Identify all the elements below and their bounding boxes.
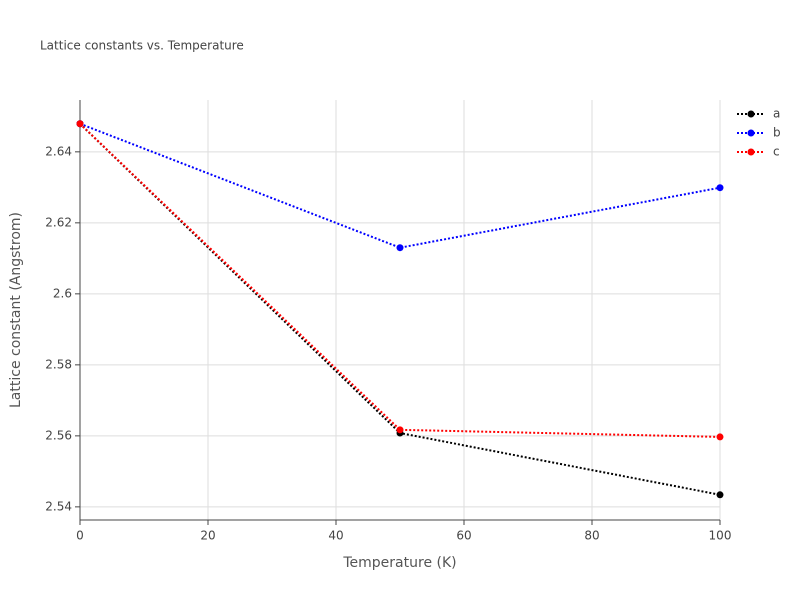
- data-point: [396, 426, 404, 434]
- data-point: [716, 491, 724, 499]
- y-tick-label: 2.62: [45, 215, 72, 229]
- data-point: [716, 433, 724, 441]
- chart-title: Lattice constants vs. Temperature: [40, 39, 244, 53]
- legend-marker: [747, 110, 755, 118]
- x-tick-label: 40: [328, 529, 343, 543]
- y-tick-label: 2.56: [45, 428, 72, 442]
- legend-label: b: [773, 126, 781, 140]
- y-tick-label: 2.58: [45, 357, 72, 371]
- x-tick-label: 80: [584, 529, 599, 543]
- x-tick-label: 60: [456, 529, 471, 543]
- y-axis-label: Lattice constant (Angstrom): [8, 212, 24, 408]
- legend-label: a: [773, 107, 780, 121]
- x-axis-label: Temperature (K): [342, 555, 456, 571]
- x-tick-label: 20: [200, 529, 215, 543]
- series-line: [79, 123, 721, 438]
- data-point: [396, 244, 404, 252]
- x-tick-label: 0: [76, 529, 84, 543]
- data-point: [716, 184, 724, 192]
- legend-marker: [747, 148, 755, 156]
- x-tick-label: 100: [709, 529, 732, 543]
- y-tick-label: 2.54: [45, 499, 72, 513]
- data-point: [76, 120, 84, 128]
- series-line: [79, 122, 721, 249]
- y-tick-label: 2.64: [45, 144, 72, 158]
- y-tick-label: 2.6: [53, 286, 72, 300]
- legend-marker: [747, 129, 755, 137]
- legend-label: c: [773, 145, 780, 159]
- series-line: [79, 123, 721, 496]
